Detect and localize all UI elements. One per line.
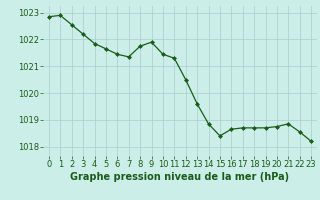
X-axis label: Graphe pression niveau de la mer (hPa): Graphe pression niveau de la mer (hPa) bbox=[70, 172, 290, 182]
